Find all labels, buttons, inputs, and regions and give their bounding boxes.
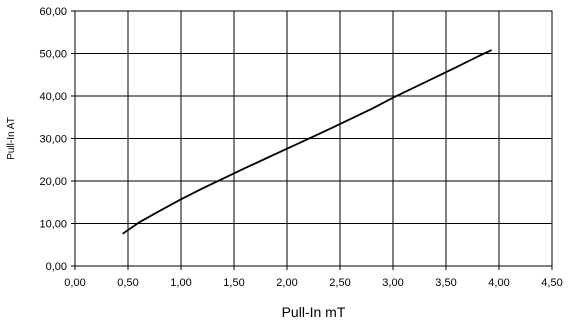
y-tick-label: 50,00 xyxy=(39,49,67,61)
x-tick-label: 3,50 xyxy=(435,277,456,289)
x-tick-label: 2,50 xyxy=(329,277,350,289)
x-tick-label: 3,00 xyxy=(382,277,403,289)
x-tick-label: 4,00 xyxy=(488,277,509,289)
series xyxy=(122,49,492,235)
y-axis-title: Pull-In AT xyxy=(6,117,17,160)
series-line xyxy=(122,49,492,235)
x-tick-label: 0,00 xyxy=(64,277,85,289)
y-tick-label: 40,00 xyxy=(39,91,67,103)
y-tick-label: 10,00 xyxy=(39,219,67,231)
y-tick-label: 0,00 xyxy=(46,261,67,273)
x-tick-label: 4,50 xyxy=(541,277,562,289)
x-axis-ticks: 0,00 0,50 1,00 1,50 2,00 2,50 3,00 3,50 4,00 4,50 xyxy=(64,266,563,289)
x-tick-label: 1,00 xyxy=(170,277,191,289)
x-axis-title: Pull-In mT xyxy=(282,304,346,320)
y-tick-label: 60,00 xyxy=(39,6,67,18)
x-tick-label: 1,50 xyxy=(223,277,244,289)
grid xyxy=(75,11,552,266)
x-tick-label: 2,00 xyxy=(276,277,297,289)
y-tick-label: 20,00 xyxy=(39,176,67,188)
y-axis-ticks: 0,00 10,00 20,00 30,00 40,00 50,00 60,00 xyxy=(39,6,75,273)
y-tick-label: 30,00 xyxy=(39,134,67,146)
x-tick-label: 0,50 xyxy=(117,277,138,289)
